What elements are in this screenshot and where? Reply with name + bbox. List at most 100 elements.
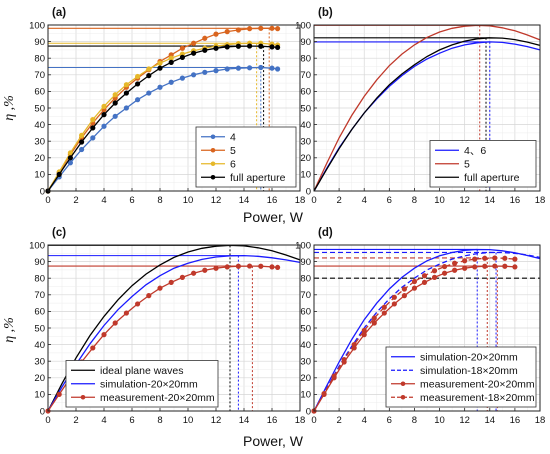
y-tick-label: 20 (34, 373, 45, 384)
series-line-1 (47, 66, 278, 192)
data-point (452, 267, 458, 273)
legend-marker (210, 174, 216, 180)
y-tick-label: 20 (34, 153, 45, 164)
data-point (431, 274, 438, 280)
data-point (391, 294, 397, 300)
x-tick-label: 6 (387, 195, 392, 206)
x-axis-label-top: Power, W (243, 209, 304, 225)
data-point (492, 255, 498, 261)
data-point (492, 263, 498, 269)
panel-d: 0 2 4 6 8 10 12 14 16 180102030405060708090100(d)… (295, 227, 545, 426)
data-point (269, 65, 275, 71)
y-tick-label: 100 (295, 20, 311, 31)
y-tick-label: 80 (34, 54, 45, 65)
x-tick-label: 4 (362, 195, 367, 206)
x-tick-label: 6 (387, 415, 392, 426)
y-tick-label: 70 (34, 70, 45, 81)
data-point (224, 29, 230, 35)
y-tick-label: 40 (300, 340, 311, 351)
y-tick-label: 90 (34, 37, 45, 48)
data-point (179, 274, 185, 280)
x-tick-label: 4 (362, 415, 367, 426)
y-tick-label: 10 (300, 170, 311, 181)
x-tick-label: 10 (183, 415, 194, 426)
data-point (269, 264, 275, 270)
data-point (67, 155, 74, 161)
x-tick-label: 12 (211, 415, 222, 426)
data-point (391, 301, 397, 307)
data-point (191, 72, 197, 78)
data-point (472, 256, 478, 262)
legend-entry: measurement-20×20mm (100, 392, 215, 404)
series-line-3 (313, 37, 541, 192)
x-tick-label: 18 (535, 415, 546, 426)
data-point (401, 286, 407, 292)
data-point (235, 65, 241, 71)
legend-entry: measurement-20×20mm (420, 378, 535, 390)
y-tick-label: 50 (34, 103, 45, 114)
data-point (482, 255, 488, 261)
data-point (411, 278, 418, 285)
data-point (341, 356, 347, 363)
x-tick-label: 0 (45, 415, 50, 426)
legend-entry: simulation-18×20mm (420, 365, 518, 377)
data-point (112, 113, 118, 119)
data-point (101, 103, 107, 109)
series-line-1 (47, 244, 301, 412)
data-point (247, 65, 253, 71)
legend-entry: measurement-18×20mm (420, 392, 535, 404)
data-point (112, 100, 118, 106)
data-point (269, 25, 275, 31)
y-tick-label: 30 (300, 357, 311, 368)
data-point (101, 112, 107, 118)
data-point (157, 285, 163, 291)
data-point (258, 64, 264, 71)
x-tick-label: 0 (311, 415, 316, 426)
x-tick-label: 6 (129, 195, 134, 206)
legend-marker (400, 394, 406, 400)
y-tick-label: 90 (34, 257, 45, 268)
legend-marker (400, 381, 406, 387)
y-tick-label: 0 (306, 406, 311, 417)
series-line-1 (313, 248, 541, 412)
data-point (101, 123, 107, 129)
data-point (123, 90, 130, 96)
data-point (224, 264, 230, 270)
data-point (157, 84, 163, 90)
data-point (381, 304, 387, 310)
series-line-4 (47, 45, 278, 192)
y-tick-label: 70 (300, 70, 311, 81)
y-axis-label-bottom: η ,% (2, 317, 17, 343)
data-point (123, 310, 130, 316)
x-tick-label: 16 (267, 195, 278, 206)
data-point (179, 45, 185, 51)
x-tick-label: 8 (412, 195, 417, 206)
data-point (79, 146, 85, 153)
y-tick-label: 60 (300, 307, 311, 318)
data-point (67, 160, 74, 166)
data-point (146, 90, 152, 96)
x-tick-label: 14 (484, 415, 495, 426)
data-point (512, 256, 518, 262)
data-point (411, 285, 418, 291)
data-point (275, 26, 281, 32)
data-point (168, 79, 174, 85)
y-tick-label: 50 (34, 323, 45, 334)
data-point (135, 73, 141, 80)
data-point (202, 69, 208, 75)
data-point (202, 267, 208, 273)
data-point (213, 31, 219, 37)
legend: 4、65 full aperture (429, 140, 537, 188)
legend-marker (80, 394, 86, 400)
x-tick-label: 14 (484, 195, 495, 206)
data-point (381, 310, 387, 316)
y-tick-label: 40 (34, 340, 45, 351)
panel-a: 0 2 4 6 8 10 12 14 16 18 0 10 20 30 40 50 60 70 80 90 100 (a)… (29, 7, 305, 206)
legend-entry: 5 (230, 145, 236, 157)
data-point (146, 73, 152, 79)
data-point (123, 105, 130, 111)
series-line-2 (47, 254, 301, 412)
data-point (331, 373, 337, 379)
